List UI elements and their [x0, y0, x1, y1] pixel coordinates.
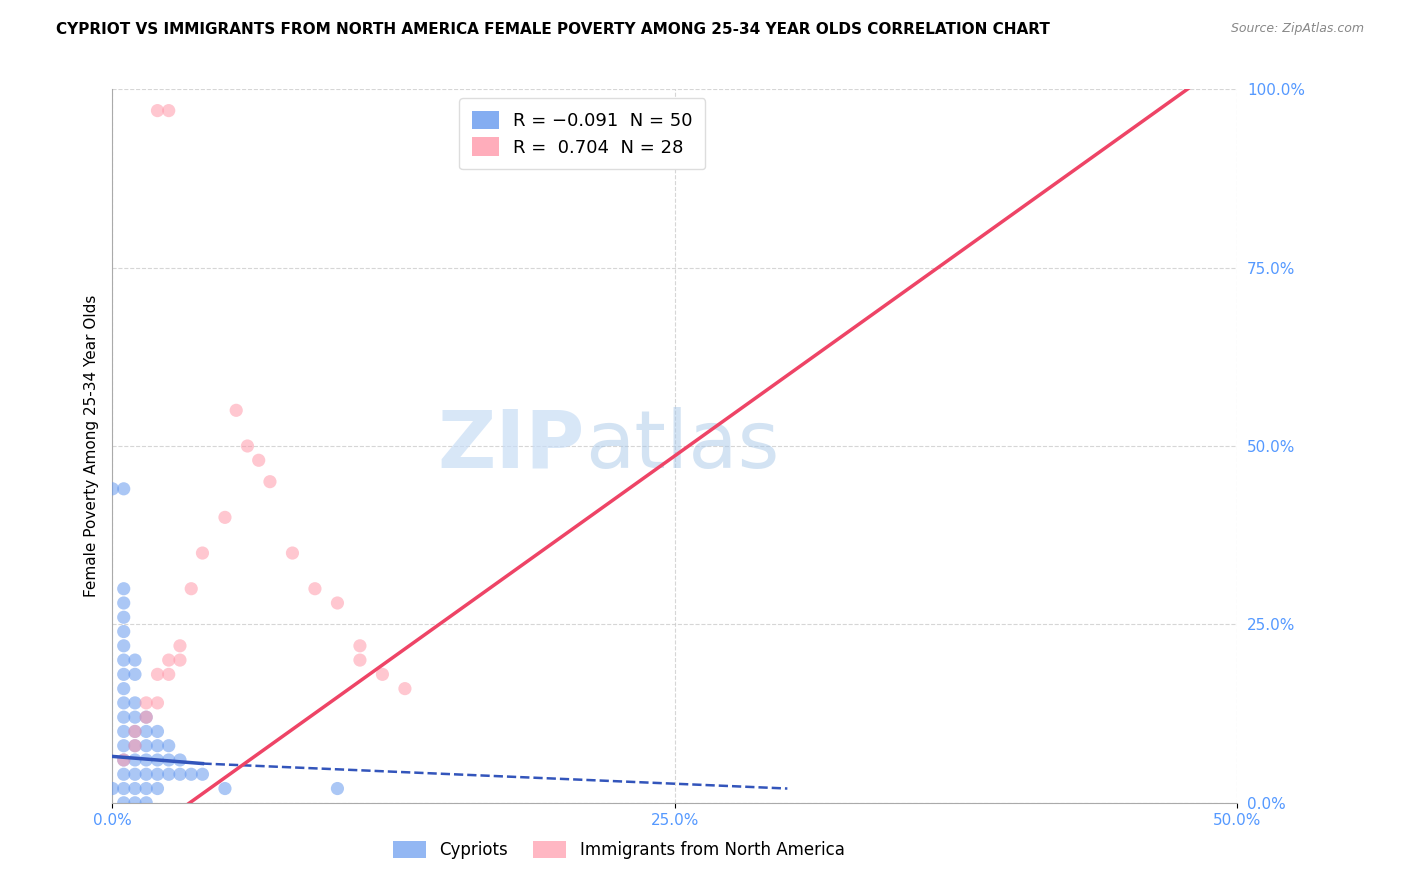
- Point: [101, 781, 124, 796]
- Point: [124, 767, 146, 781]
- Point: [124, 696, 146, 710]
- Point: [112, 624, 135, 639]
- Point: [112, 639, 135, 653]
- Point: [112, 739, 135, 753]
- Y-axis label: Female Poverty Among 25-34 Year Olds: Female Poverty Among 25-34 Year Olds: [83, 295, 98, 597]
- Point: [124, 739, 146, 753]
- Point: [146, 781, 169, 796]
- Point: [124, 653, 146, 667]
- Text: atlas: atlas: [585, 407, 779, 485]
- Point: [112, 796, 135, 810]
- Text: CYPRIOT VS IMMIGRANTS FROM NORTH AMERICA FEMALE POVERTY AMONG 25-34 YEAR OLDS CO: CYPRIOT VS IMMIGRANTS FROM NORTH AMERICA…: [56, 22, 1050, 37]
- Point: [304, 582, 326, 596]
- Point: [112, 753, 135, 767]
- Point: [146, 724, 169, 739]
- Point: [146, 667, 169, 681]
- Point: [326, 781, 349, 796]
- Point: [146, 753, 169, 767]
- Point: [247, 453, 270, 467]
- Point: [135, 796, 157, 810]
- Point: [146, 767, 169, 781]
- Point: [157, 739, 180, 753]
- Point: [124, 753, 146, 767]
- Point: [112, 610, 135, 624]
- Text: ZIP: ZIP: [437, 407, 585, 485]
- Point: [124, 667, 146, 681]
- Point: [180, 582, 202, 596]
- Point: [112, 681, 135, 696]
- Point: [135, 710, 157, 724]
- Point: [146, 739, 169, 753]
- Point: [169, 767, 191, 781]
- Point: [157, 753, 180, 767]
- Point: [135, 710, 157, 724]
- Point: [112, 596, 135, 610]
- Point: [349, 639, 371, 653]
- Point: [112, 767, 135, 781]
- Point: [236, 439, 259, 453]
- Point: [124, 710, 146, 724]
- Point: [146, 103, 169, 118]
- Point: [157, 103, 180, 118]
- Point: [214, 510, 236, 524]
- Point: [135, 767, 157, 781]
- Point: [112, 753, 135, 767]
- Point: [112, 667, 135, 681]
- Point: [112, 696, 135, 710]
- Point: [101, 482, 124, 496]
- Point: [349, 653, 371, 667]
- Point: [124, 796, 146, 810]
- Point: [169, 753, 191, 767]
- Point: [180, 767, 202, 781]
- Text: Source: ZipAtlas.com: Source: ZipAtlas.com: [1230, 22, 1364, 36]
- Point: [112, 582, 135, 596]
- Point: [124, 739, 146, 753]
- Point: [191, 546, 214, 560]
- Point: [135, 724, 157, 739]
- Point: [112, 653, 135, 667]
- Point: [281, 546, 304, 560]
- Point: [225, 403, 247, 417]
- Point: [135, 739, 157, 753]
- Point: [124, 724, 146, 739]
- Point: [191, 767, 214, 781]
- Point: [135, 753, 157, 767]
- Legend: Cypriots, Immigrants from North America: Cypriots, Immigrants from North America: [387, 834, 851, 866]
- Point: [124, 781, 146, 796]
- Point: [371, 667, 394, 681]
- Point: [214, 781, 236, 796]
- Point: [259, 475, 281, 489]
- Point: [135, 696, 157, 710]
- Point: [157, 767, 180, 781]
- Point: [112, 724, 135, 739]
- Point: [394, 681, 416, 696]
- Point: [112, 482, 135, 496]
- Point: [112, 710, 135, 724]
- Point: [326, 596, 349, 610]
- Point: [157, 653, 180, 667]
- Point: [112, 781, 135, 796]
- Point: [124, 724, 146, 739]
- Point: [169, 639, 191, 653]
- Point: [135, 781, 157, 796]
- Point: [146, 696, 169, 710]
- Point: [169, 653, 191, 667]
- Point: [157, 667, 180, 681]
